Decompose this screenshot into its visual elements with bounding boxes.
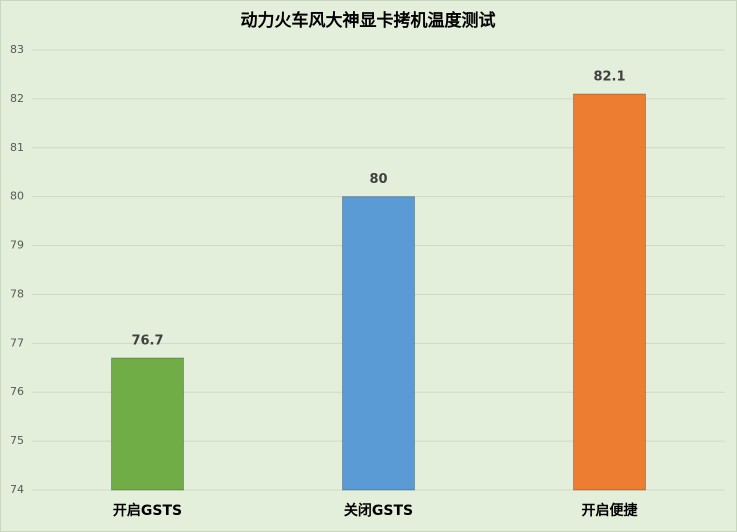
y-tick-label: 76 [10,385,24,398]
x-tick-label: 关闭GSTS [344,502,413,519]
bar [573,93,646,491]
bar [342,196,415,491]
y-tick-label: 82 [10,92,24,105]
y-tick-label: 81 [10,141,24,154]
value-label: 82.1 [593,70,625,85]
y-tick-label: 78 [10,287,24,300]
value-label: 76.7 [131,334,163,349]
y-tick-label: 77 [10,336,24,349]
chart-title: 动力火车风大神显卡拷机温度测试 [241,10,496,31]
y-tick-label: 74 [10,483,24,496]
y-tick-label: 79 [10,239,24,252]
bar [111,357,184,491]
y-tick-label: 75 [10,434,24,447]
y-tick-label: 80 [10,190,24,203]
value-label: 80 [369,172,387,187]
y-tick-label: 83 [10,43,24,56]
x-tick-label: 开启GSTS [113,502,182,519]
x-tick-label: 开启便捷 [582,502,639,519]
